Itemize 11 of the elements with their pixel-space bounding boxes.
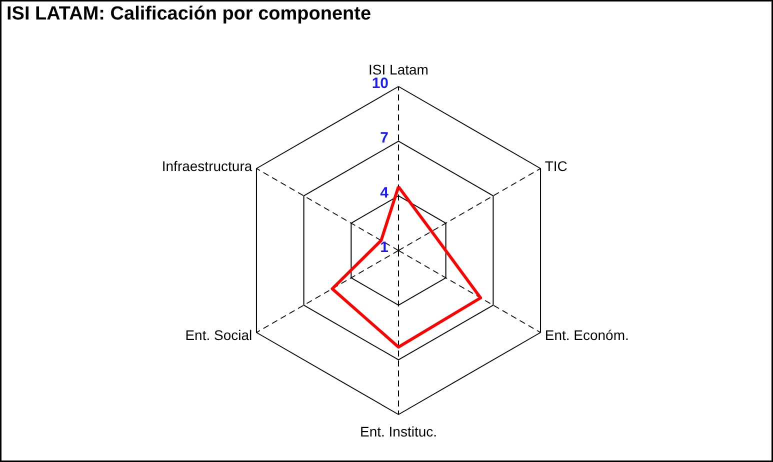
y-tick-label: 7 [380, 130, 388, 147]
spoke-label: Ent. Social [185, 327, 252, 343]
spoke-label: TIC [544, 158, 568, 174]
spoke-label: Ent. Instituc. [360, 424, 438, 440]
y-tick-label: 4 [380, 184, 390, 202]
spoke-label: Ent. Económ. [544, 327, 629, 343]
spoke-label: ISI Latam [368, 62, 428, 78]
y-tick-label: 10 [372, 75, 389, 92]
spoke-label: Infraestructura [162, 158, 252, 174]
chart-title: ISI LATAM: Calificación por componente [6, 4, 372, 24]
y-tick-label: 1 [380, 239, 388, 256]
